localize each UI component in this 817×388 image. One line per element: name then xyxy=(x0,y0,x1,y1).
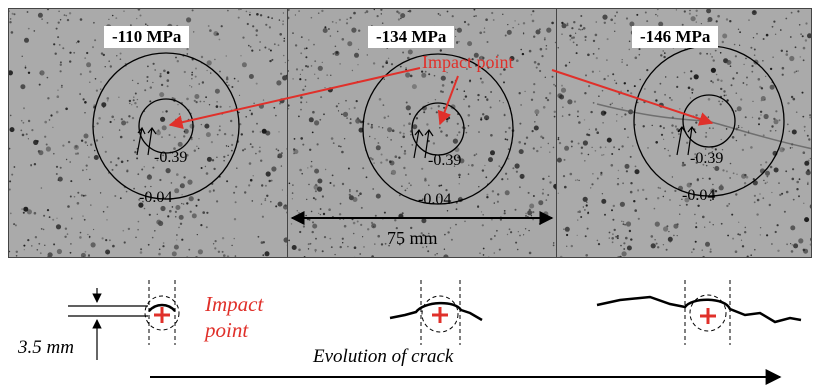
stress-label: -134 MPa xyxy=(368,26,455,48)
specimen-texture-1 xyxy=(9,9,287,257)
specimen-photo-1: -110 MPa -0.39 -0.04 xyxy=(8,8,288,258)
width-dimension-label: 75 mm xyxy=(387,228,438,248)
outer-ring-value: -0.04 xyxy=(139,189,173,206)
evolution-label: Evolution of crack xyxy=(313,346,454,367)
outer-ring-value: -0.04 xyxy=(682,187,716,204)
crack-stage-1 xyxy=(144,280,180,345)
stress-label: -110 MPa xyxy=(104,26,190,48)
crack-stage-3 xyxy=(596,280,802,345)
inner-ring-value: -0.39 xyxy=(428,152,462,169)
impact-point-label: Impact point xyxy=(422,52,514,72)
thickness-indicator xyxy=(68,288,148,360)
specimen-photo-3: -146 MPa -0.39 -0.04 xyxy=(556,8,812,258)
thickness-label: 3.5 mm xyxy=(18,337,74,358)
crack-stage-2 xyxy=(389,280,483,345)
outer-ring-value: -0.04 xyxy=(418,191,452,208)
impact-label-line1: Impact xyxy=(205,292,264,316)
stress-label: -146 MPa xyxy=(632,26,719,48)
impact-label-line2: point xyxy=(205,318,249,342)
inner-ring-value: -0.39 xyxy=(690,150,724,167)
inner-ring-value: -0.39 xyxy=(154,149,188,166)
specimen-photo-2: -134 MPa -0.39 -0.04 xyxy=(287,8,557,258)
